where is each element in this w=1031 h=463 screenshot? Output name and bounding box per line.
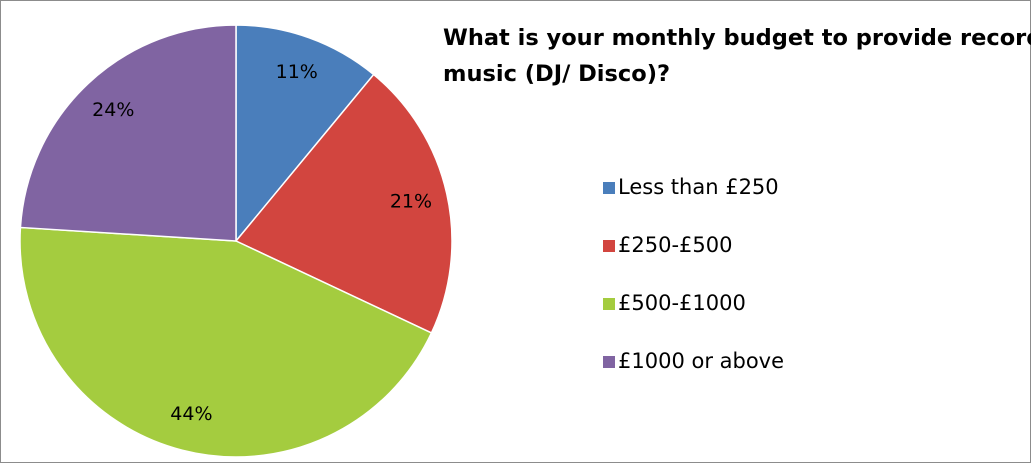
data-label: 24%	[92, 99, 134, 121]
legend-label: £500-£1000	[618, 291, 746, 315]
legend-swatch	[603, 240, 615, 252]
data-label: 11%	[276, 61, 318, 83]
data-label: 44%	[170, 403, 212, 425]
pie-slice	[234, 73, 453, 334]
legend-swatch	[603, 356, 615, 368]
chart-title: What is your monthly budget to provide r…	[443, 25, 1031, 87]
legend-label: Less than £250	[618, 175, 779, 199]
legend-swatch	[603, 182, 615, 194]
data-label: 21%	[390, 190, 432, 212]
legend-swatch	[603, 298, 615, 310]
pie-slice	[19, 24, 237, 242]
legend-label: £1000 or above	[618, 349, 784, 373]
pie-slice	[235, 24, 375, 244]
legend-label: £250-£500	[618, 233, 732, 257]
pie-slice	[19, 226, 433, 458]
